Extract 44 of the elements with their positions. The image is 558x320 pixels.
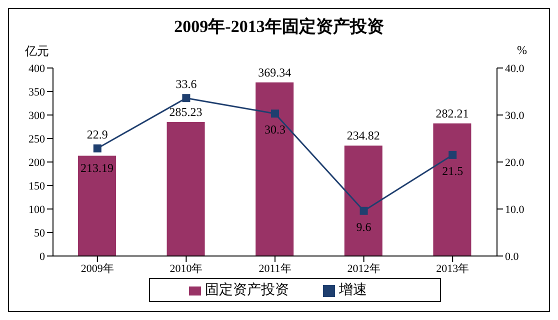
point: [448, 150, 457, 159]
y-tick-label: 400: [28, 62, 46, 75]
bar: [344, 146, 382, 256]
y-tick-label: 300: [28, 110, 46, 122]
data-label: 234.82: [346, 128, 380, 143]
y2-tick-label: 40.0: [505, 62, 525, 75]
bar: [256, 82, 294, 256]
data-label: 369.34: [258, 65, 292, 80]
x-tick-label: 2011年: [258, 262, 292, 275]
y-axis-title: 亿元: [25, 43, 49, 60]
data-label: 213.19: [80, 160, 114, 175]
y-tick-label: 200: [28, 156, 46, 169]
y2-tick-label: 30.0: [505, 110, 525, 122]
data-label: 285.23: [169, 104, 202, 119]
point: [271, 110, 279, 118]
point: [360, 206, 368, 215]
y2-tick-label: 0.0: [505, 250, 520, 263]
y2-tick-label: 20.0: [505, 156, 525, 169]
y-tick-label: 50: [34, 227, 46, 240]
point: [93, 144, 102, 152]
x-tick-label: 2010年: [170, 262, 203, 275]
data-label: 21.5: [442, 164, 464, 178]
y-tick-label: 0: [40, 250, 46, 263]
x-tick-label: 2009年: [80, 262, 114, 275]
y2-tick-label: 10.0: [505, 204, 525, 216]
y-tick-label: 350: [28, 86, 46, 98]
x-tick-label: 2013年: [436, 262, 470, 275]
data-label: 282.21: [436, 106, 469, 120]
legend-label: 增速: [339, 283, 367, 298]
y-tick-label: 100: [28, 204, 46, 216]
chart-title: 2009年-2013年固定资产投资: [173, 16, 385, 38]
point: [182, 94, 190, 102]
data-label: 22.9: [86, 127, 108, 142]
data-label: 30.3: [264, 122, 286, 137]
bar: [78, 156, 116, 256]
data-label: 33.6: [176, 77, 197, 92]
y-tick-label: 150: [28, 180, 46, 192]
bar: [433, 123, 472, 256]
y-tick-label: 250: [28, 133, 46, 146]
x-tick-label: 2012年: [347, 262, 380, 275]
bar: [166, 122, 205, 256]
y2-axis-title: %: [517, 43, 527, 58]
legend-label: 固定资产投资: [205, 283, 289, 298]
data-label: 9.6: [356, 220, 372, 234]
